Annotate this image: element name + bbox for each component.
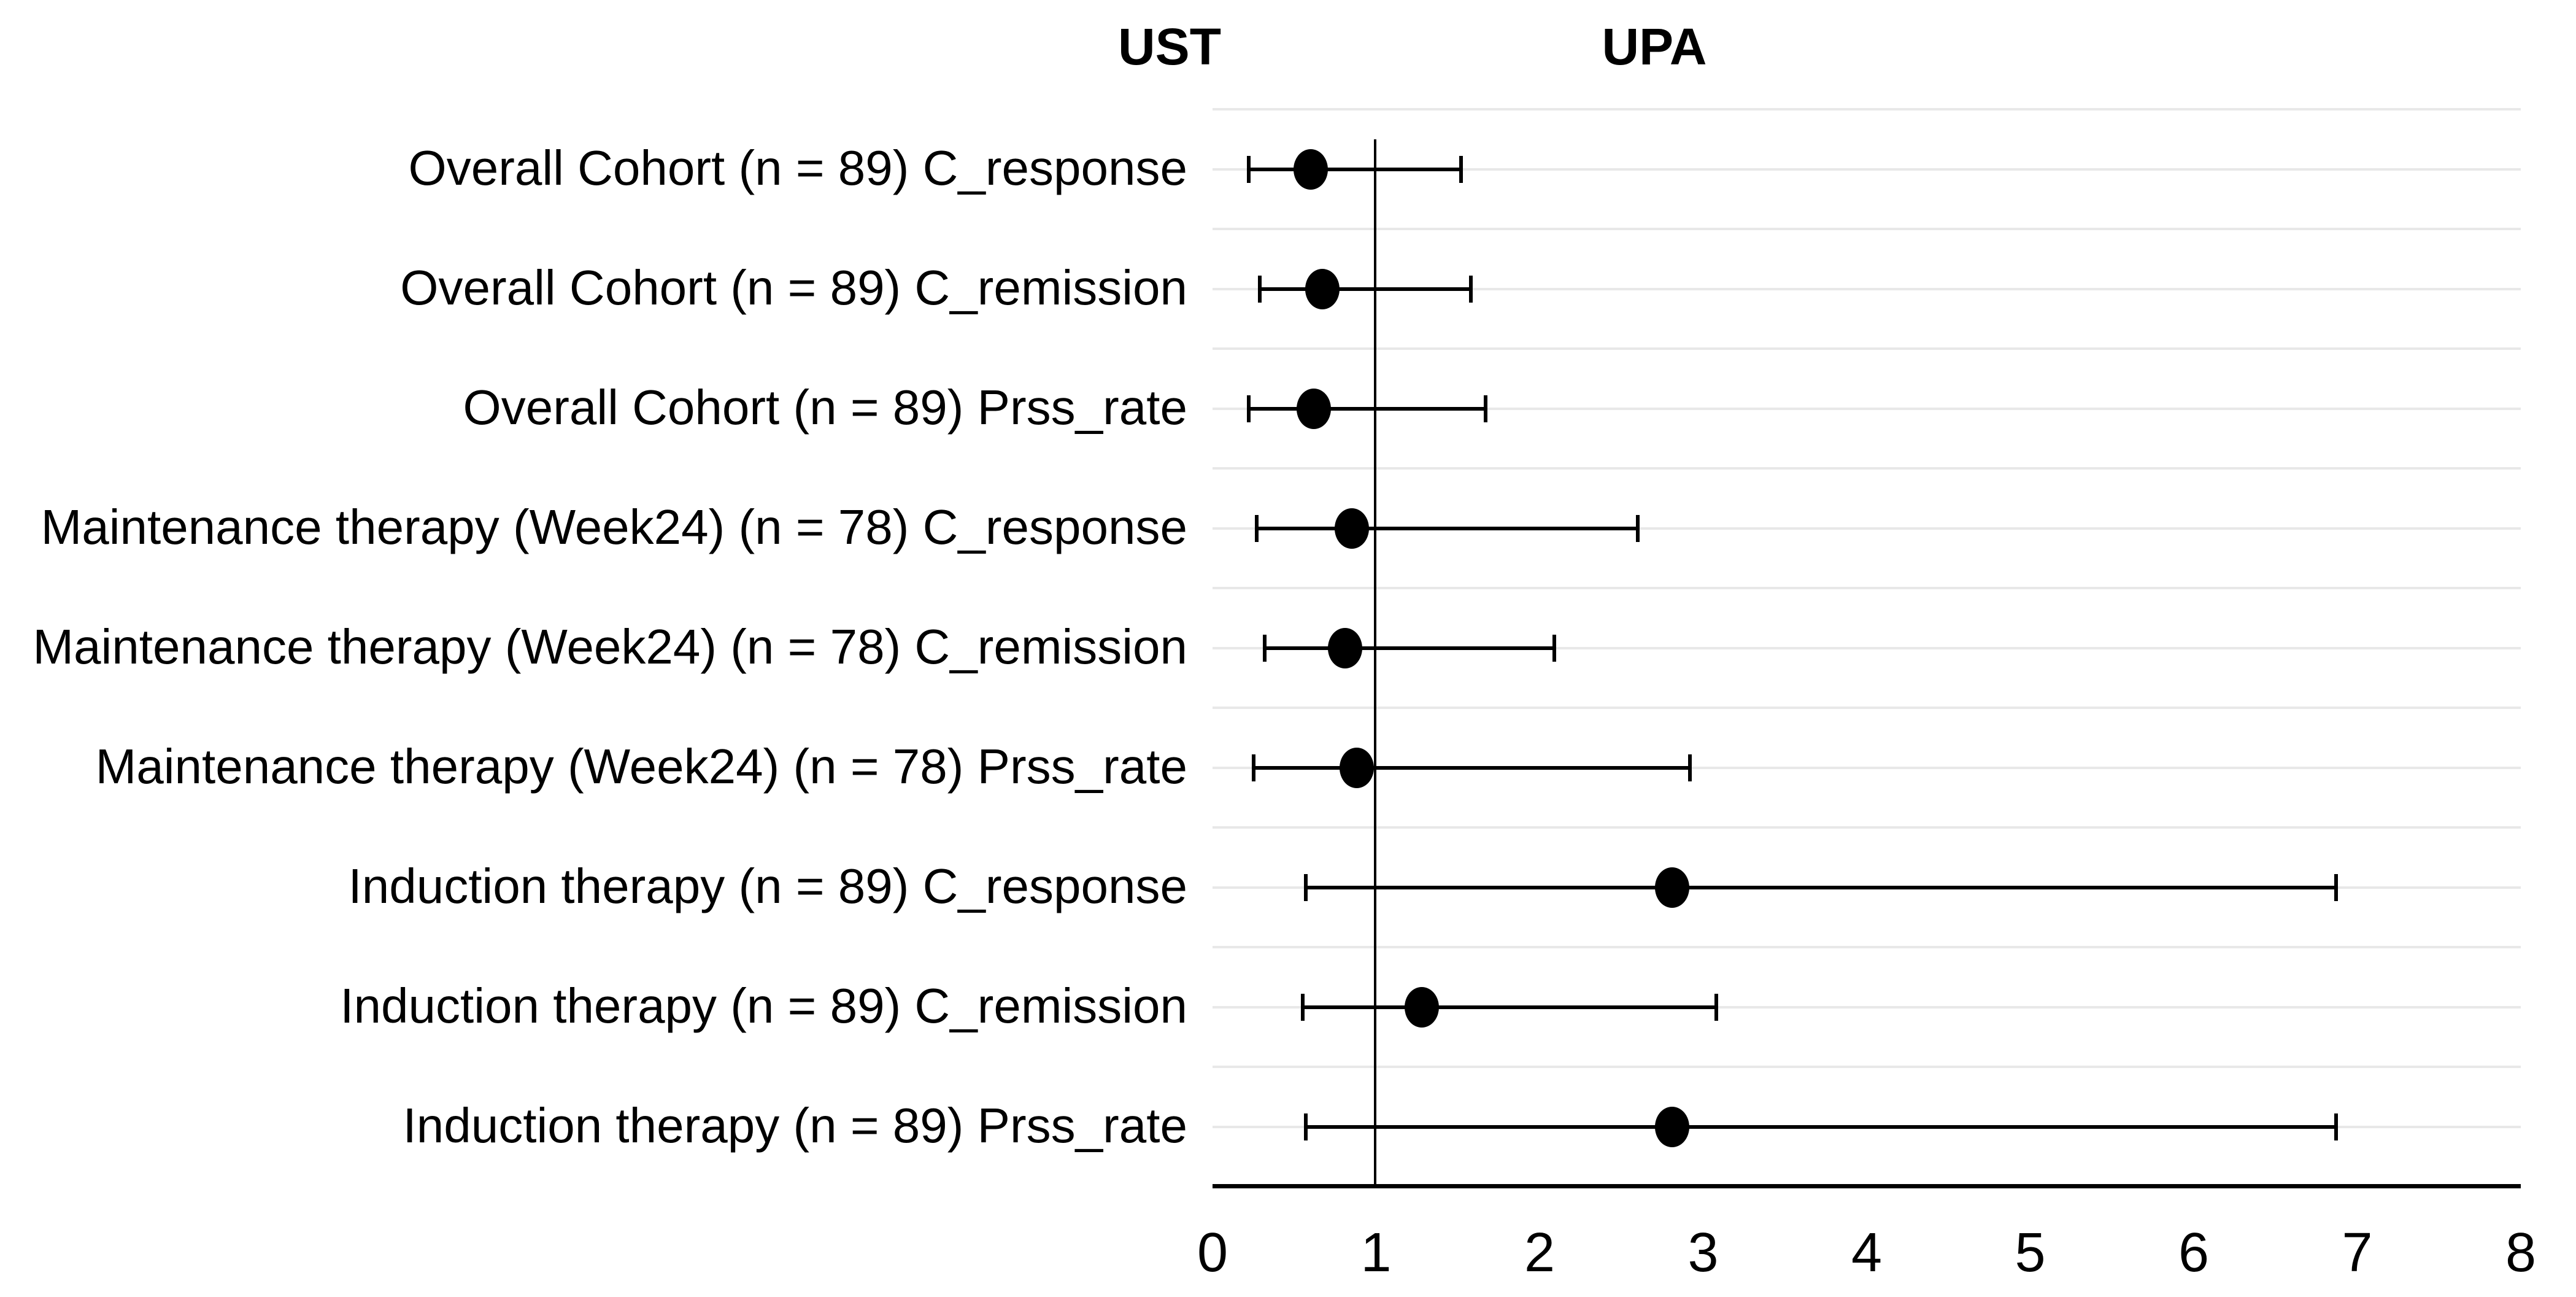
ci-cap-low xyxy=(1300,993,1305,1021)
gridline xyxy=(1213,646,2521,649)
ci-cap-high xyxy=(2334,1113,2338,1140)
gridline xyxy=(1213,108,2521,110)
reference-line xyxy=(1374,139,1376,1187)
gridline xyxy=(1213,766,2521,769)
ci-cap-high xyxy=(2334,873,2338,901)
point-marker xyxy=(1334,508,1369,549)
point-marker xyxy=(1327,627,1362,668)
ci-cap-low xyxy=(1263,634,1267,662)
gridline xyxy=(1213,946,2521,948)
row-label: Overall Cohort (n = 89) C_remission xyxy=(400,260,1187,315)
point-marker xyxy=(1654,867,1689,908)
ci-cap-low xyxy=(1303,1113,1308,1140)
x-tick-label: 7 xyxy=(2342,1222,2373,1283)
group-header-ust: UST xyxy=(1118,18,1221,75)
ci-cap-low xyxy=(1254,514,1259,542)
ci-line xyxy=(1260,287,1471,291)
x-tick-label: 1 xyxy=(1360,1222,1392,1283)
row-label: Maintenance therapy (Week24) (n = 78) C_… xyxy=(33,619,1187,674)
point-marker xyxy=(1339,747,1374,788)
point-marker xyxy=(1293,149,1328,190)
gridline xyxy=(1213,587,2521,589)
ci-cap-low xyxy=(1251,754,1255,781)
ci-line xyxy=(1265,646,1554,650)
ci-line xyxy=(1305,885,2336,889)
ci-cap-high xyxy=(1688,754,1692,781)
row-label: Induction therapy (n = 89) C_response xyxy=(348,858,1188,913)
ci-cap-low xyxy=(1258,275,1262,303)
ci-line xyxy=(1256,526,1638,530)
x-tick-label: 5 xyxy=(2015,1222,2046,1283)
gridline xyxy=(1213,407,2521,410)
point-marker xyxy=(1654,1106,1689,1147)
point-marker xyxy=(1305,268,1340,309)
group-header-upa: UPA xyxy=(1602,18,1707,75)
x-tick-label: 4 xyxy=(1851,1222,1883,1283)
x-tick-label: 2 xyxy=(1524,1222,1556,1283)
gridline xyxy=(1213,527,2521,530)
row-label: Induction therapy (n = 89) Prss_rate xyxy=(403,1098,1187,1153)
row-label: Induction therapy (n = 89) C_remission xyxy=(340,978,1187,1033)
ci-cap-high xyxy=(1484,395,1488,422)
point-marker xyxy=(1297,388,1332,429)
ci-line xyxy=(1305,1125,2336,1129)
ci-line xyxy=(1253,765,1691,770)
x-axis-line xyxy=(1213,1184,2521,1188)
gridline xyxy=(1213,1005,2521,1009)
gridline xyxy=(1213,826,2521,829)
ci-line xyxy=(1302,1005,1716,1009)
gridline xyxy=(1213,347,2521,350)
row-label: Overall Cohort (n = 89) C_response xyxy=(408,140,1188,195)
ci-cap-high xyxy=(1469,275,1473,303)
point-marker xyxy=(1405,986,1440,1028)
row-label: Maintenance therapy (Week24) (n = 78) C_… xyxy=(40,499,1187,554)
ci-cap-high xyxy=(1552,634,1556,662)
gridline xyxy=(1213,168,2521,171)
ci-cap-low xyxy=(1303,873,1308,901)
ci-cap-high xyxy=(1459,155,1463,183)
ci-cap-high xyxy=(1714,993,1718,1021)
ci-cap-low xyxy=(1246,395,1251,422)
row-label: Overall Cohort (n = 89) Prss_rate xyxy=(463,379,1187,435)
gridline xyxy=(1213,707,2521,709)
row-label: Maintenance therapy (Week24) (n = 78) Pr… xyxy=(95,738,1187,794)
ci-cap-high xyxy=(1635,514,1640,542)
x-tick-label: 3 xyxy=(1687,1222,1719,1283)
gridline xyxy=(1213,287,2521,290)
x-tick-label: 0 xyxy=(1197,1222,1228,1283)
ci-line xyxy=(1248,167,1462,171)
gridline xyxy=(1213,467,2521,470)
gridline xyxy=(1213,1066,2521,1068)
x-tick-label: 6 xyxy=(2178,1222,2210,1283)
x-tick-label: 8 xyxy=(2505,1222,2537,1283)
ci-cap-low xyxy=(1246,155,1251,183)
ci-line xyxy=(1248,406,1486,411)
gridline xyxy=(1213,228,2521,230)
